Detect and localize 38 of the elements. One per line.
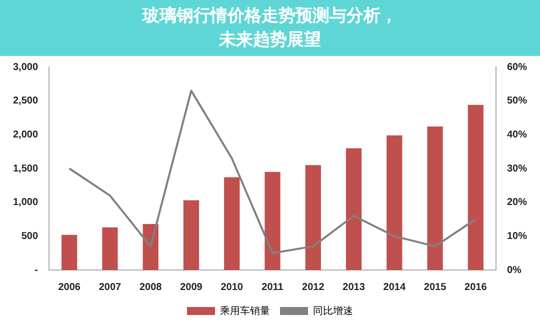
x-tick-label: 2014 (383, 282, 406, 293)
x-tick-label: 2012 (302, 282, 325, 293)
x-tick-label: 2008 (139, 282, 162, 293)
x-tick-label: 2013 (342, 282, 366, 293)
y-tick-label: 500 (21, 230, 38, 242)
bar (305, 165, 321, 270)
y-tick-label: 2,000 (12, 129, 38, 140)
y2-tick-label: 50% (506, 96, 528, 107)
x-tick-label: 2016 (464, 282, 488, 293)
y-tick-label: - (34, 264, 38, 276)
bar (183, 200, 200, 270)
y2-tick-label: 10% (506, 230, 528, 242)
bar (102, 227, 118, 270)
bar (346, 148, 362, 270)
y2-tick-label: 60% (506, 62, 528, 73)
x-tick-label: 2009 (180, 282, 203, 293)
bar (62, 234, 78, 270)
legend-label: 同比增速 (313, 304, 353, 317)
y-tick-label: 1,500 (12, 163, 38, 174)
bar (264, 172, 280, 270)
y2-tick-label: 40% (506, 129, 528, 140)
bar (224, 177, 240, 270)
legend-label: 乘用车销量 (220, 304, 270, 317)
chart-title: 玻璃钢行情价格走势预测与分析，未来趋势展望 (0, 0, 540, 56)
x-tick-label: 2010 (220, 282, 244, 293)
x-tick-label: 2011 (262, 282, 284, 293)
x-tick-label: 2015 (424, 282, 447, 293)
y-tick-label: 1,000 (12, 197, 38, 208)
bar (386, 135, 402, 270)
y2-tick-label: 30% (506, 163, 528, 174)
y2-tick-label: 0% (506, 264, 522, 276)
y2-tick-label: 20% (506, 197, 528, 208)
x-tick-label: 2006 (58, 282, 81, 293)
x-tick-label: 2007 (98, 282, 122, 293)
y-tick-label: 2,500 (12, 96, 38, 107)
bar (468, 104, 484, 270)
y-tick-label: 3,000 (12, 62, 38, 73)
bar (427, 126, 443, 270)
